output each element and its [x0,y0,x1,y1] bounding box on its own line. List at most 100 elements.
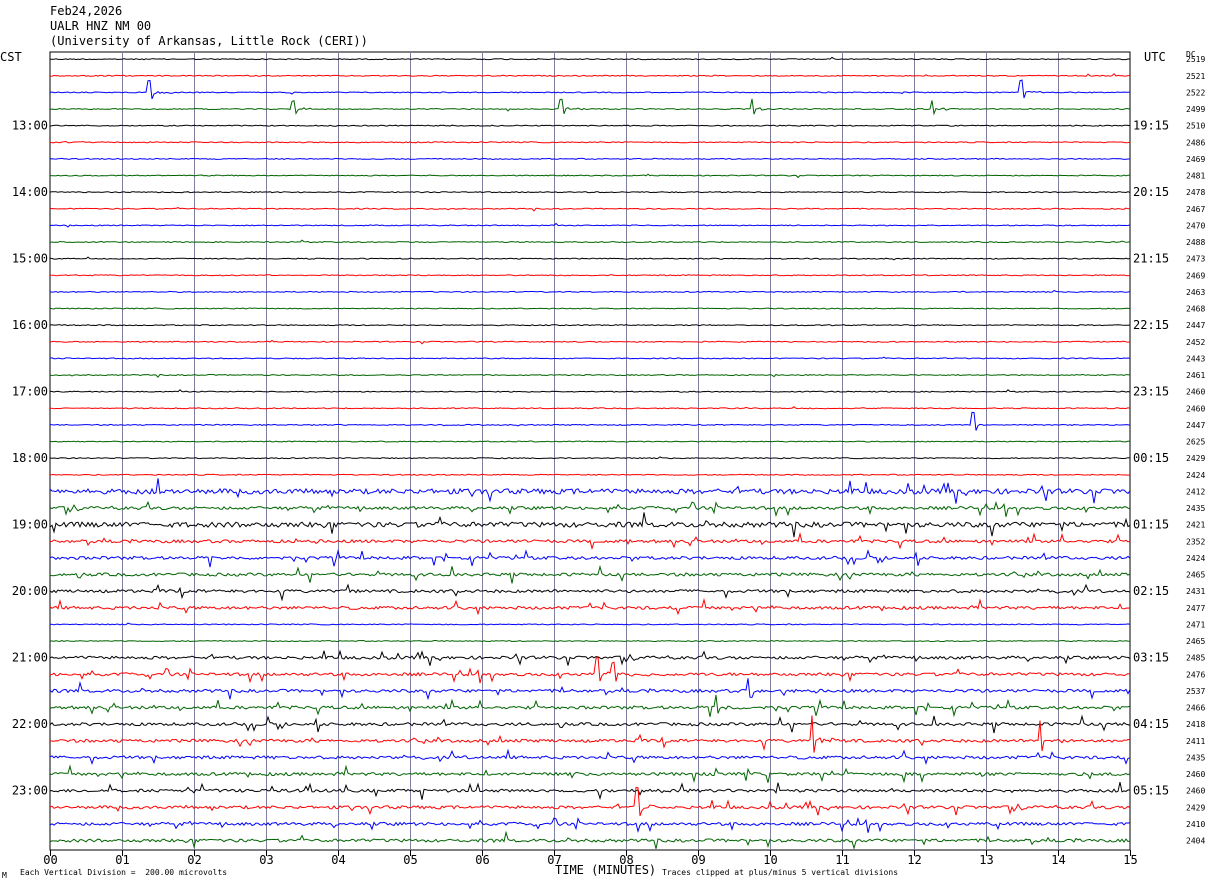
seismic-trace [49,173,1131,179]
dc-offset-label: 2499 [1186,105,1205,114]
dc-offset-label: 2465 [1186,571,1205,580]
seismic-trace [49,406,1131,410]
dc-offset-label: 2447 [1186,321,1205,330]
seismic-trace [49,191,1131,194]
utc-hour-label: 19:15 [1133,119,1169,133]
seismic-trace [49,597,1131,616]
seismic-trace [49,72,1131,77]
network-name: (University of Arkansas, Little Rock (CE… [50,34,368,48]
x-tick-label: 13 [979,853,993,867]
x-tick-label: 05 [403,853,417,867]
dc-offset-label: 2478 [1186,188,1205,197]
seismic-trace [49,290,1131,293]
seismic-trace [49,639,1131,643]
cst-hour-label: 19:00 [12,518,48,532]
dc-offset-label: 2469 [1186,271,1205,280]
x-tick-label: 12 [907,853,921,867]
seismic-trace [49,207,1131,212]
x-tick-label: 10 [763,853,777,867]
dc-offset-label: 2486 [1186,138,1205,147]
grid-lines [122,52,1059,850]
dc-offset-label: 2465 [1186,637,1205,646]
dc-offset-label: 2468 [1186,305,1205,314]
utc-hour-label: 00:15 [1133,451,1169,465]
dc-offset-label: 2435 [1186,753,1205,762]
dc-offset-label: 2460 [1186,404,1205,413]
dc-offset-label: 2411 [1186,737,1205,746]
dc-offset-label: 2431 [1186,587,1205,596]
dc-offset-label: 2460 [1186,770,1205,779]
plot-frame [49,51,1131,851]
utc-hour-label: 23:15 [1133,385,1169,399]
cst-hour-label: 23:00 [12,784,48,798]
seismic-trace [49,715,1131,753]
cst-hour-label: 16:00 [12,318,48,332]
dc-offset-label: 2424 [1186,554,1205,563]
seismic-trace [49,764,1131,784]
x-tick-label: 11 [835,853,849,867]
seismic-trace [50,473,1131,476]
utc-hour-label: 02:15 [1133,584,1169,598]
x-tick-label: 07 [547,853,561,867]
dc-offset-label: 2421 [1186,521,1205,530]
dc-offset-label: 2469 [1186,155,1205,164]
seismic-trace [49,500,1131,518]
dc-offset-label: 2476 [1186,670,1205,679]
seismic-trace [49,389,1131,393]
seismic-trace [49,356,1131,360]
seismic-trace [49,714,1131,734]
utc-hour-label: 01:15 [1133,518,1169,532]
seismic-trace [49,564,1131,584]
seismic-trace [49,748,1131,766]
x-tick-label: 06 [475,853,489,867]
x-tick-label: 03 [259,853,273,867]
cst-hour-label: 13:00 [12,119,48,133]
dc-offset-label: 2485 [1186,654,1205,663]
dc-offset-label: 2418 [1186,720,1205,729]
dc-offset-label: 2435 [1186,504,1205,513]
seismic-trace [49,816,1131,833]
left-zone-label: CST [0,50,22,64]
cst-hour-label: 21:00 [12,651,48,665]
seismic-trace [49,124,1131,127]
dc-offset-label: 2410 [1186,820,1205,829]
x-tick-label: 04 [331,853,345,867]
dc-offset-label: 2466 [1186,704,1205,713]
dc-offset-label: 2461 [1186,371,1205,380]
seismic-trace [49,140,1131,144]
dc-offset-label: 2522 [1186,88,1205,97]
cst-hour-label: 22:00 [12,717,48,731]
seismic-trace [49,411,1131,431]
seismic-trace [49,549,1131,568]
seismic-trace [49,531,1131,551]
dc-offset-label: 2412 [1186,487,1205,496]
dc-offset-label: 2352 [1186,537,1205,546]
seismic-trace [49,440,1131,443]
clip-note: Traces clipped at plus/minus 5 vertical … [662,868,899,877]
x-tick-label: 00 [43,853,57,867]
seismic-trace [49,649,1131,666]
utc-hour-label: 05:15 [1133,784,1169,798]
seismic-trace [49,239,1131,244]
dc-offset-label: 2625 [1186,438,1205,447]
seismic-trace [49,157,1130,160]
x-tick-label: 02 [187,853,201,867]
cst-hour-label: 20:00 [12,584,48,598]
utc-hour-label: 22:15 [1133,318,1169,332]
seismic-trace [49,512,1131,538]
seismic-trace [49,583,1131,602]
seismic-trace [49,830,1131,850]
seismic-trace [49,478,1131,504]
x-tick-label: 15 [1123,853,1137,867]
utc-hour-label: 20:15 [1133,185,1169,199]
seismic-trace [49,339,1131,345]
x-axis-label: TIME (MINUTES) [555,863,657,877]
seismic-trace [50,274,1131,277]
dc-offset-label: 2519 [1186,55,1205,64]
dc-offset-label: 2443 [1186,354,1205,363]
dc-offset-label: 2477 [1186,604,1205,613]
chart-date: Feb24,2026 [50,4,123,18]
seismic-trace [49,79,1131,100]
corner-mark: M [2,871,7,880]
